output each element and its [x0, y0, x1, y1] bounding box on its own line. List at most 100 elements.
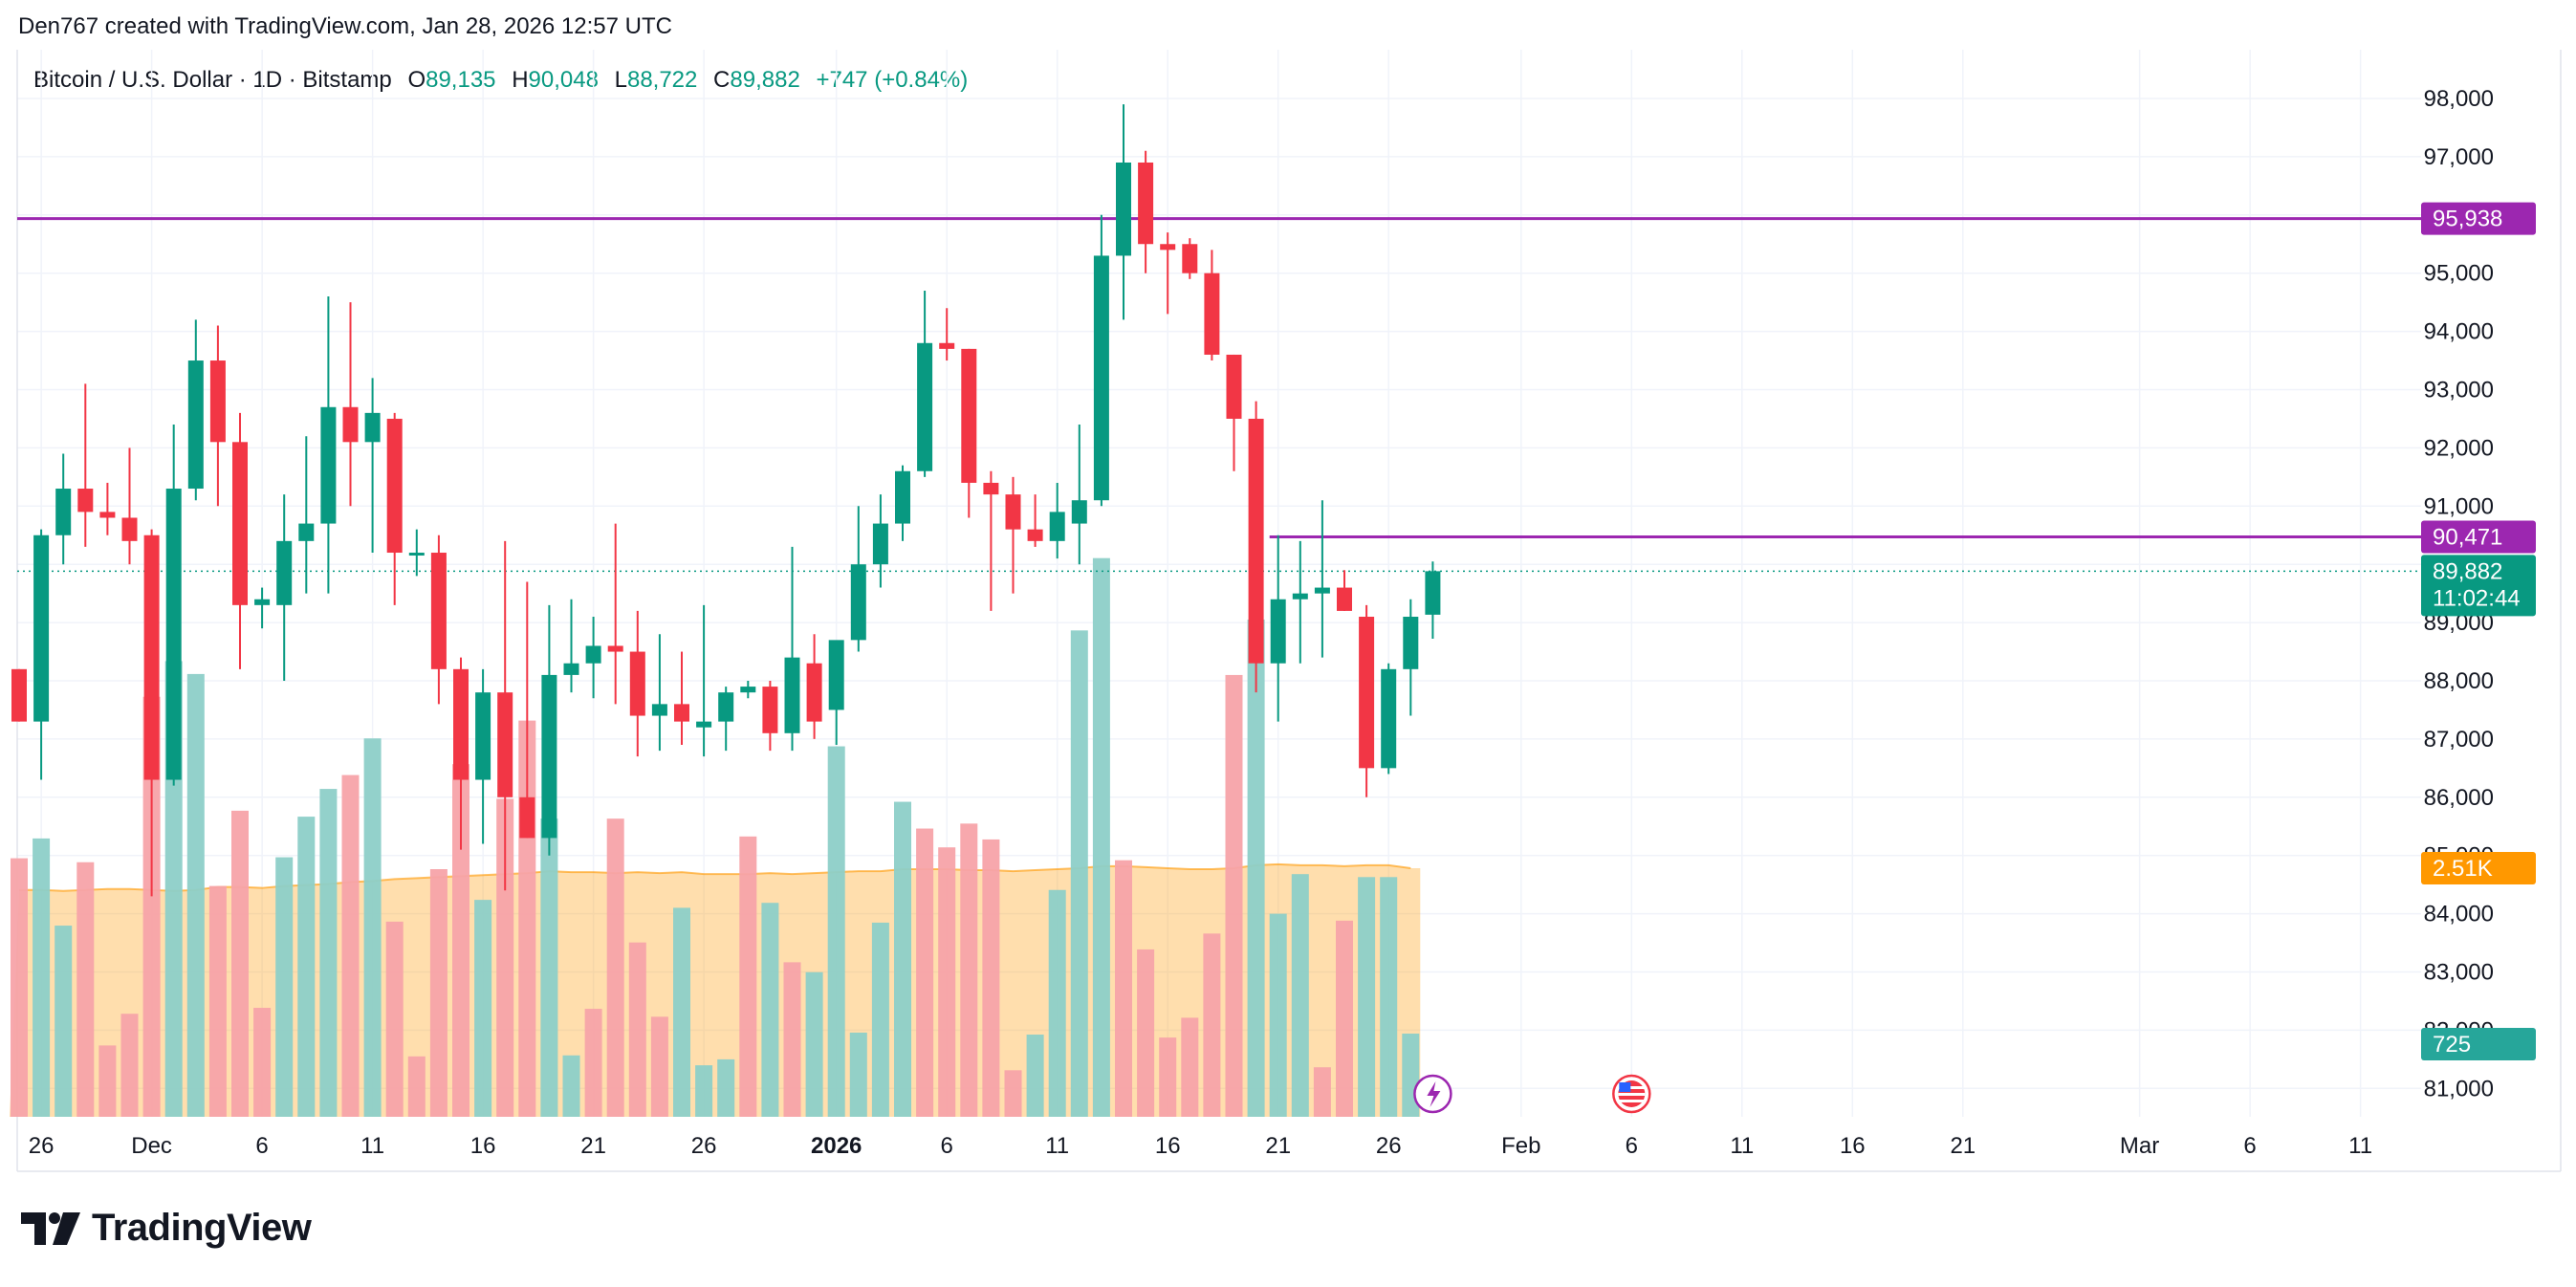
candle-body — [453, 668, 469, 780]
candle-body — [585, 645, 601, 664]
last-volume-tag: 725 — [2421, 1028, 2536, 1060]
volume-ma-tag-bg — [2421, 851, 2536, 884]
volume-bar — [695, 1065, 713, 1117]
volume-bar — [916, 828, 934, 1117]
time-axis-label: 21 — [1265, 1133, 1291, 1159]
volume-bar — [1313, 1067, 1331, 1117]
volume-bar — [1048, 889, 1066, 1117]
time-axis-label: 26 — [691, 1133, 717, 1159]
time-axis-label: 11 — [1730, 1133, 1754, 1159]
volume-bar — [452, 764, 469, 1117]
volume-bar — [33, 838, 51, 1117]
open-label: O — [407, 67, 426, 93]
candle-body — [939, 342, 955, 349]
candle-body — [696, 721, 712, 728]
candle-body — [33, 534, 50, 722]
candle-body — [187, 360, 204, 490]
volume-bar — [1115, 860, 1132, 1117]
volume-bar — [76, 862, 95, 1117]
volume-bar — [319, 789, 338, 1117]
volume-bar — [827, 746, 845, 1117]
candle-body — [1403, 617, 1419, 669]
time-axis-label: 26 — [1376, 1133, 1402, 1159]
candle-body — [1314, 587, 1330, 594]
volume-bar — [297, 817, 316, 1117]
volume-ma-tag: 2.51K — [2421, 851, 2536, 884]
candle-body — [11, 668, 27, 722]
candle-body — [784, 657, 800, 733]
event-markers — [1413, 1074, 1651, 1114]
tradingview-logo[interactable]: TradingView — [21, 1207, 312, 1250]
volume-bar — [363, 738, 382, 1117]
candle-body — [629, 651, 645, 716]
candle-body — [320, 406, 337, 524]
volume-bar — [562, 1055, 580, 1117]
volume-bar — [628, 942, 646, 1117]
volume-bar — [606, 818, 624, 1117]
level-price-tag: 95,938 — [2421, 202, 2536, 235]
last-price-tag-bg — [2421, 555, 2536, 617]
change-value: +747 (+0.84%) — [816, 67, 969, 93]
candle-body — [1226, 354, 1242, 419]
price-axis-label: 93,000 — [2424, 378, 2494, 404]
time-axis-label: 11 — [1045, 1133, 1069, 1159]
candle-body — [1160, 244, 1176, 251]
price-axis-label: 98,000 — [2424, 86, 2494, 112]
volume-bar — [474, 900, 492, 1117]
symbol-legend: Bitcoin / U.S. Dollar · 1D · Bitstamp O 8… — [33, 67, 968, 94]
candle-body — [541, 674, 557, 839]
candle-body — [408, 553, 425, 556]
volume-bar — [407, 1056, 426, 1117]
volume-bar — [805, 971, 823, 1117]
volume-bar — [496, 798, 514, 1117]
candle-body — [1204, 273, 1220, 355]
volume-bar — [142, 696, 161, 1117]
candle-body — [165, 489, 182, 780]
candle-body — [850, 564, 866, 641]
candle-body — [254, 599, 271, 605]
price-axis-label: 95,000 — [2424, 261, 2494, 287]
volume-bar — [894, 801, 911, 1117]
tradingview-logo-icon — [21, 1211, 80, 1245]
candle-body — [232, 442, 248, 605]
time-axis-label: Mar — [2120, 1133, 2159, 1159]
volume-bar — [120, 1014, 139, 1117]
volume-bar — [1026, 1035, 1044, 1117]
volume-bar — [1291, 874, 1309, 1117]
level-price-tag-bg — [2421, 202, 2536, 235]
volume-bar — [55, 926, 73, 1117]
price-axis-label: 86,000 — [2424, 785, 2494, 811]
time-axis-label: 16 — [1155, 1133, 1181, 1159]
candle-body — [497, 692, 513, 797]
volume-bar — [1380, 877, 1398, 1117]
us-flag-stripe — [1618, 1093, 1646, 1096]
candle-body — [563, 663, 579, 675]
price-axis-label: 88,000 — [2424, 668, 2494, 694]
time-axis-label: 6 — [941, 1133, 953, 1159]
time-axis-label: 11 — [360, 1133, 384, 1159]
time-axis-label: 21 — [580, 1133, 606, 1159]
high-value: 90,048 — [528, 67, 599, 93]
us-flag-stripe — [1618, 1086, 1646, 1089]
time-axis-label: 26 — [29, 1133, 55, 1159]
candle-body — [1071, 500, 1087, 524]
last-price-tag-text: 89,882 — [2433, 558, 2502, 584]
candle-body — [917, 342, 933, 471]
volume-bar — [341, 774, 360, 1117]
candle-body — [143, 534, 160, 780]
symbol-title[interactable]: Bitcoin / U.S. Dollar · 1D · Bitstamp — [33, 67, 392, 93]
candle-body — [740, 687, 756, 693]
high-label: H — [512, 67, 529, 93]
time-axis: 26 Dec 6 11 16 21 26 2026 6 11 16 21 26 Feb 6 11 16 21 Mar… — [29, 1133, 2372, 1159]
candle-body — [1182, 244, 1198, 273]
candle-body — [674, 704, 689, 722]
candle-body — [1292, 593, 1308, 600]
close-value: 89,882 — [730, 67, 800, 93]
volume-bar — [849, 1032, 867, 1117]
volume-bar — [1358, 877, 1376, 1117]
lightning-bolt-icon — [1427, 1081, 1441, 1107]
candle-body — [607, 645, 623, 652]
price-axis-label: 87,000 — [2424, 727, 2494, 753]
time-axis-label: Feb — [1501, 1133, 1540, 1159]
